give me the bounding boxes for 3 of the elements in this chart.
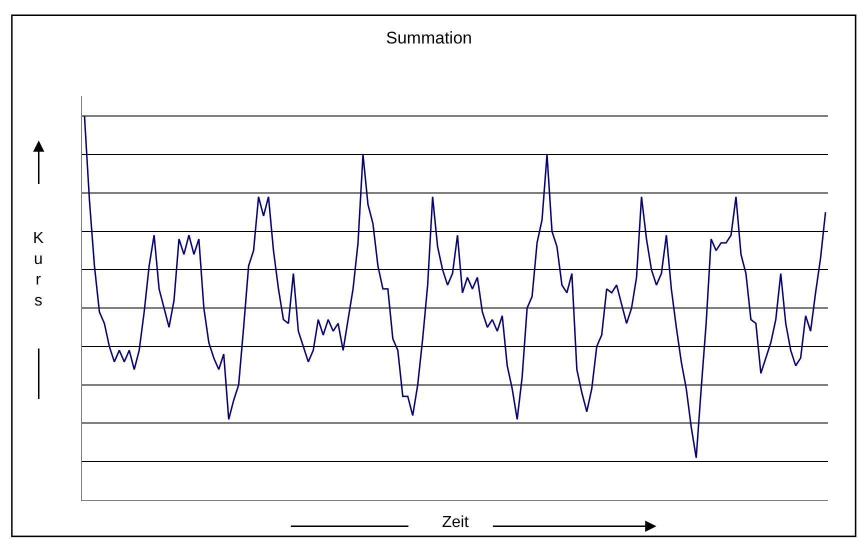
chart-title: Summation: [386, 28, 472, 48]
x-axis-title: Zeit: [442, 514, 470, 531]
y-axis-title: Kurs: [33, 230, 44, 310]
